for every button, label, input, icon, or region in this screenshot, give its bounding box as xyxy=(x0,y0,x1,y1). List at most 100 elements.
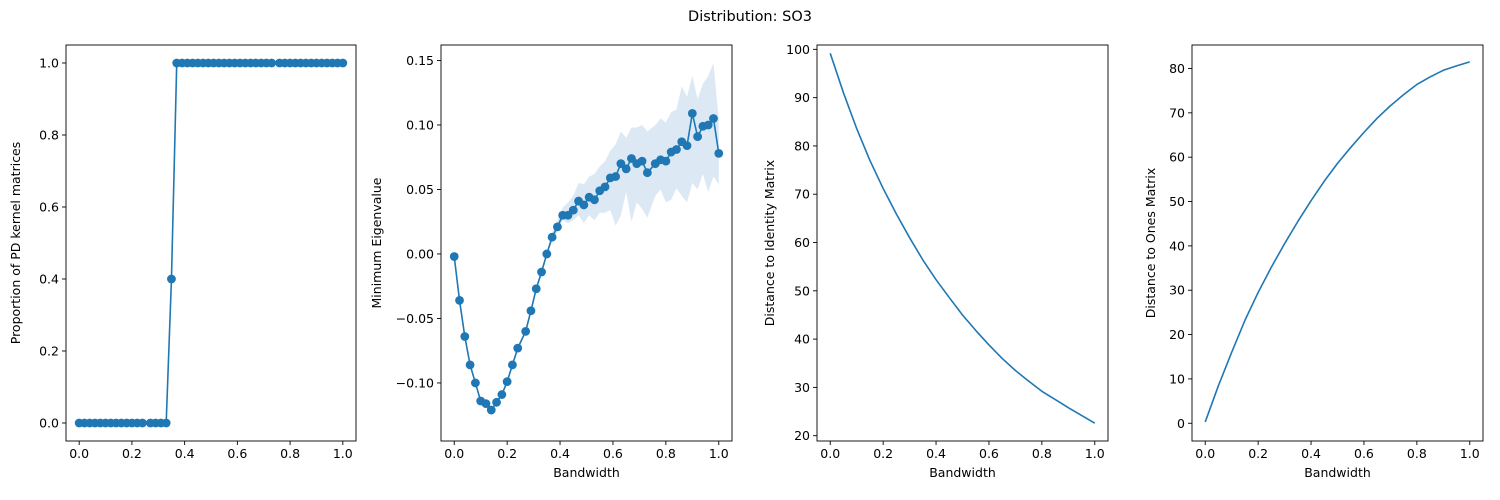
data-point xyxy=(703,120,713,130)
x-tick-label: 0.0 xyxy=(69,446,89,461)
x-tick-label: 0.4 xyxy=(175,446,195,461)
data-point xyxy=(637,156,647,166)
data-point xyxy=(579,200,589,210)
x-tick-label: 0.6 xyxy=(603,446,623,461)
x-tick-label: 0.4 xyxy=(550,446,570,461)
data-point xyxy=(521,326,531,336)
x-tick-label: 0.6 xyxy=(1354,446,1374,461)
y-tick-label: 80 xyxy=(794,138,810,153)
data-point xyxy=(508,360,517,370)
y-tick-label: 0.0 xyxy=(39,416,59,431)
axes-frame xyxy=(440,44,733,442)
y-tick-label: 70 xyxy=(1169,105,1185,120)
y-axis-label: Distance to Identity Matrix xyxy=(762,160,777,326)
y-tick-label: 70 xyxy=(794,187,810,202)
x-axis-label: Bandwidth xyxy=(929,465,996,480)
y-tick-label: 0.6 xyxy=(39,200,59,215)
y-tick-label: 0.05 xyxy=(406,182,434,197)
data-point xyxy=(687,108,697,118)
series-line xyxy=(829,52,1096,424)
y-axis-label: Distance to Ones Matrix xyxy=(1143,168,1158,318)
data-point xyxy=(267,58,277,68)
y-tick-label: 0.00 xyxy=(406,246,434,261)
axes-frame xyxy=(1191,44,1484,442)
x-tick-label: 0.6 xyxy=(227,446,247,461)
data-point xyxy=(642,168,652,178)
data-point xyxy=(460,332,470,341)
data-point xyxy=(600,182,610,192)
x-tick-label: 0.8 xyxy=(1032,446,1052,461)
y-tick-label: 90 xyxy=(794,90,810,105)
x-tick-label: 1.0 xyxy=(333,446,353,461)
data-point xyxy=(167,274,176,284)
subplot-3: 0.0 0.2 0.4 0.6 0.8 1.0 20 30 40 50 60 70 80 90 100 Ban… xyxy=(762,42,1109,480)
axes-frame xyxy=(65,44,357,442)
x-tick-label: 0.4 xyxy=(926,446,946,461)
x-tick-label: 0.0 xyxy=(1195,446,1215,461)
y-tick-label: 40 xyxy=(1169,238,1185,253)
x-tick-label: 0.0 xyxy=(820,446,840,461)
y-tick-label: 0.8 xyxy=(39,128,59,143)
x-tick-label: 0.8 xyxy=(656,446,676,461)
figure-suptitle: Distribution: SO3 xyxy=(688,9,812,25)
data-point xyxy=(611,172,620,181)
data-point xyxy=(537,267,546,277)
x-tick-label: 0.8 xyxy=(280,446,300,461)
data-point xyxy=(693,132,703,141)
data-point xyxy=(497,390,507,399)
data-point xyxy=(526,306,536,316)
y-tick-label: 60 xyxy=(1169,150,1185,165)
data-point xyxy=(486,405,496,415)
data-point xyxy=(513,343,523,353)
data-point xyxy=(682,141,692,151)
x-axis-label: Bandwidth xyxy=(553,465,620,480)
series-line xyxy=(79,62,343,424)
data-point xyxy=(465,360,475,370)
data-point xyxy=(455,296,464,305)
y-tick-label: 0.10 xyxy=(406,117,434,132)
x-tick-label: 0.8 xyxy=(1407,446,1427,461)
data-point xyxy=(449,252,459,261)
data-point xyxy=(338,58,348,68)
data-point xyxy=(531,284,541,294)
data-point xyxy=(672,145,681,154)
y-axis-label: Proportion of PD kernel matrices xyxy=(8,142,23,345)
subplot-2: 0.0 0.2 0.4 0.6 0.8 1.0 −0.10 −0.05 0.00 0.05 0.10… xyxy=(369,44,733,480)
x-tick-label: 1.0 xyxy=(1085,446,1105,461)
data-point xyxy=(553,222,562,232)
data-point xyxy=(161,418,171,428)
x-tick-label: 0.2 xyxy=(873,446,893,461)
data-point xyxy=(502,377,512,387)
y-tick-label: −0.05 xyxy=(396,311,434,326)
data-point xyxy=(542,249,552,259)
data-point xyxy=(709,114,718,123)
series-line xyxy=(1204,61,1471,423)
y-tick-label: 50 xyxy=(794,283,810,298)
data-point xyxy=(470,378,480,388)
data-point xyxy=(661,156,671,166)
y-tick-label: 80 xyxy=(1169,61,1185,76)
y-tick-label: 20 xyxy=(1169,327,1185,342)
y-tick-label: 0.15 xyxy=(406,53,434,68)
x-tick-label: 0.2 xyxy=(1248,446,1268,461)
y-axis-label: Minimum Eigenvalue xyxy=(369,177,384,308)
y-tick-label: 50 xyxy=(1169,194,1185,209)
x-tick-label: 0.6 xyxy=(979,446,999,461)
data-point xyxy=(568,205,578,215)
y-tick-label: 60 xyxy=(794,235,810,250)
y-tick-label: 30 xyxy=(1169,283,1185,298)
y-tick-label: 10 xyxy=(1169,371,1185,386)
subplot-1: 0.0 0.2 0.4 0.6 0.8 1.0 0.0 0.2 0.4 0.6 0.8 1.0 Prop… xyxy=(8,44,357,461)
data-point xyxy=(138,418,147,428)
axes-frame xyxy=(816,44,1109,442)
x-tick-label: 0.2 xyxy=(497,446,517,461)
x-axis-label: Bandwidth xyxy=(1304,465,1371,480)
x-tick-label: 0.2 xyxy=(122,446,142,461)
x-tick-label: 0.0 xyxy=(444,446,464,461)
y-tick-label: 100 xyxy=(786,42,810,57)
y-tick-label: 0.2 xyxy=(39,344,59,359)
confidence-band xyxy=(454,63,719,412)
data-point xyxy=(714,148,724,158)
data-point xyxy=(590,195,599,205)
